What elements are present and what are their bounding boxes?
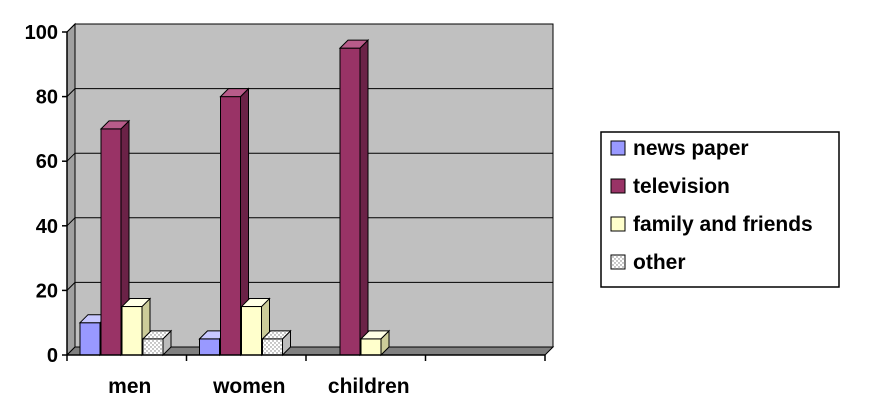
bar-front [339,47,361,356]
bar-side [359,38,369,357]
bar-top [99,120,131,130]
gridline [66,88,553,97]
plot-side-wall [66,22,76,357]
y-tick-label: 0 [47,345,58,367]
legend-swatch [610,140,626,156]
bar-front [360,338,382,356]
bar-front [220,96,241,356]
bar-front [121,306,143,356]
gridline [66,217,553,227]
bar-front [241,306,262,356]
y-tick-label: 100 [25,22,58,44]
gridline [66,23,553,33]
bar-top [219,88,250,98]
legend-label: television [633,175,730,198]
legend-label: news paper [633,137,749,160]
legend-box [600,131,840,288]
x-tick-label: men [108,375,151,398]
legend: news paper television family and friends ot… [600,131,840,288]
y-tick-label: 40 [36,216,58,238]
bar [141,329,173,357]
legend-label: family and friends [633,213,813,236]
bar-front [199,338,220,356]
y-tick-label: 20 [36,280,58,302]
bar [359,329,391,357]
x-tick-label: women [212,375,285,398]
bar-top [261,330,292,340]
bar-front [79,322,101,356]
x-tick-label: children [328,375,410,398]
bar-front [142,338,164,356]
legend-label: other [633,251,686,274]
bar-top [141,330,173,340]
bar [338,38,370,357]
bars [78,38,391,357]
gridline [66,152,553,162]
bar-front [100,128,122,356]
bar-top [338,39,370,49]
bar [120,297,152,357]
legend-swatch [610,178,626,194]
gridline [66,281,553,291]
bar-top [240,298,271,308]
legend-swatch [610,254,626,270]
y-tick-label: 60 [36,151,58,173]
y-tick-label: 80 [36,87,58,109]
bar-front [262,338,283,356]
bar [99,119,131,357]
bar-top [120,298,152,308]
legend-swatch [610,216,626,232]
bar [261,329,292,357]
bar-top [359,330,391,340]
axes: 0 20 40 60 80 100 men women children [25,22,546,398]
